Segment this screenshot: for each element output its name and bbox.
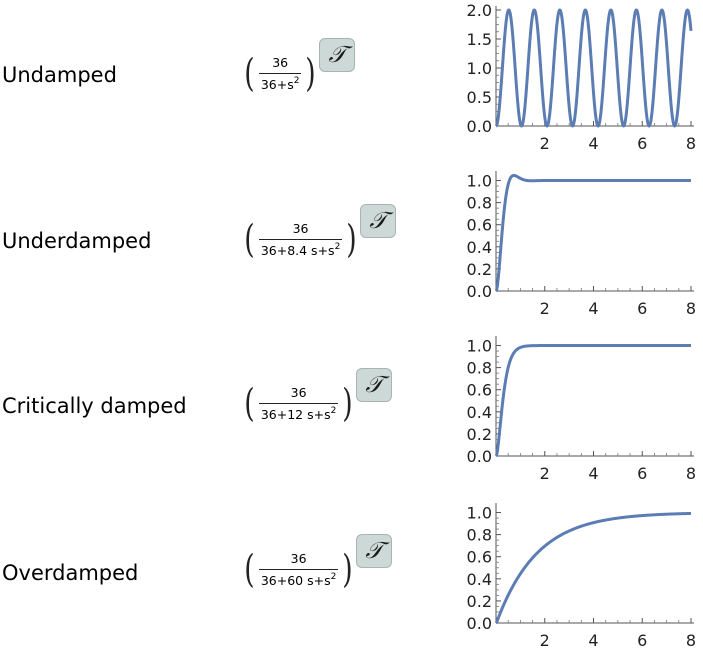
left-paren: ( — [244, 547, 255, 591]
x-tick-label: 8 — [686, 299, 696, 318]
y-tick-label: 0.4 — [467, 238, 492, 257]
y-tick-label: 0.2 — [467, 425, 492, 444]
step-response-line — [494, 511, 693, 625]
laplace-transform-badge[interactable]: 𝒯 — [360, 204, 397, 238]
numerator: 36 — [290, 384, 307, 400]
denominator-exponent: 2 — [293, 75, 300, 86]
x-tick-label: 6 — [637, 299, 647, 318]
denominator-text: 36+s — [260, 76, 294, 92]
left-paren: ( — [244, 51, 255, 95]
step-response-line — [494, 173, 693, 293]
fraction: 36 36+12 s+s2 — [258, 384, 339, 422]
laplace-transform-badge[interactable]: 𝒯 — [319, 38, 356, 72]
transfer-function-underdamped: ( 36 36+8.4 s+s2 ) 𝒯 — [242, 204, 397, 261]
y-tick-label: 0.5 — [467, 88, 492, 107]
denominator-exponent: 2 — [330, 571, 337, 582]
x-tick-label: 6 — [637, 464, 647, 483]
step-response-plot-overdamped: 0.0 0.2 0.4 0.6 0.8 1.0 2 4 6 8 — [467, 503, 696, 650]
row-label-underdamped: Underdamped — [2, 229, 152, 253]
right-paren: ) — [342, 381, 353, 425]
denominator-exponent: 2 — [334, 241, 341, 252]
y-tick-label: 0.0 — [467, 117, 492, 136]
x-tick-label: 4 — [588, 134, 598, 153]
laplace-transform-badge[interactable]: 𝒯 — [356, 534, 393, 568]
numerator: 36 — [292, 220, 309, 236]
y-tick-label: 0.8 — [467, 194, 492, 213]
y-tick-label: 1.0 — [467, 337, 492, 356]
x-tick-label: 2 — [540, 134, 550, 153]
y-tick-label: 0.6 — [467, 216, 492, 235]
denominator-text: 36+60 s+s — [260, 572, 331, 588]
step-response-plot-underdamped: 0.0 0.2 0.4 0.6 0.8 1.0 2 4 6 8 — [467, 171, 696, 318]
y-tick-label: 0.4 — [467, 570, 492, 589]
left-paren: ( — [244, 217, 255, 261]
row-label-overdamped: Overdamped — [2, 561, 139, 585]
y-tick-label: 0.0 — [467, 447, 492, 466]
fraction: 36 36+60 s+s2 — [258, 550, 339, 588]
step-response-plot-critically-damped: 0.0 0.2 0.4 0.6 0.8 1.0 2 4 6 8 — [467, 336, 696, 483]
y-tick-label: 1.0 — [467, 504, 492, 523]
fraction: 36 36+s2 — [258, 54, 302, 92]
step-response-line — [494, 344, 693, 458]
numerator: 36 — [290, 550, 307, 566]
x-tick-label: 2 — [540, 299, 550, 318]
y-tick-label: 0.0 — [467, 282, 492, 301]
denominator-exponent: 2 — [330, 405, 337, 416]
step-response-plot-undamped: 0.0 0.5 1.0 1.5 2.0 2 4 6 8 — [467, 1, 697, 153]
y-tick-label: 0.2 — [467, 260, 492, 279]
denominator: 36+s2 — [258, 72, 302, 92]
y-tick-label: 0.0 — [467, 614, 492, 633]
transfer-function-critically-damped: ( 36 36+12 s+s2 ) 𝒯 — [242, 368, 393, 425]
denominator-text: 36+8.4 s+s — [260, 242, 335, 258]
y-tick-label: 1.0 — [467, 59, 492, 78]
x-tick-label: 2 — [540, 464, 550, 483]
y-tick-label: 0.8 — [467, 359, 492, 378]
y-tick-label: 0.4 — [467, 403, 492, 422]
x-tick-label: 6 — [637, 134, 647, 153]
y-tick-label: 0.2 — [467, 592, 492, 611]
denominator-text: 36+12 s+s — [260, 406, 331, 422]
y-tick-label: 0.8 — [467, 526, 492, 545]
laplace-transform-badge[interactable]: 𝒯 — [356, 368, 393, 402]
denominator: 36+12 s+s2 — [258, 402, 339, 422]
x-tick-label: 2 — [540, 631, 550, 650]
row-label-critically-damped: Critically damped — [2, 394, 187, 418]
denominator: 36+60 s+s2 — [258, 568, 339, 588]
y-tick-label: 0.6 — [467, 548, 492, 567]
x-tick-label: 4 — [588, 299, 598, 318]
y-tick-label: 0.6 — [467, 381, 492, 400]
x-tick-label: 4 — [588, 464, 598, 483]
transfer-function-undamped: ( 36 36+s2 ) 𝒯 — [242, 38, 356, 95]
x-tick-label: 8 — [686, 464, 696, 483]
step-response-line — [494, 8, 693, 128]
right-paren: ) — [305, 51, 317, 95]
y-tick-label: 1.5 — [467, 30, 492, 49]
numerator: 36 — [272, 54, 289, 70]
right-paren: ) — [342, 547, 353, 591]
right-paren: ) — [346, 217, 357, 261]
x-tick-label: 6 — [637, 631, 647, 650]
x-tick-label: 8 — [686, 631, 696, 650]
transfer-function-overdamped: ( 36 36+60 s+s2 ) 𝒯 — [242, 534, 393, 591]
y-tick-label: 1.0 — [467, 172, 492, 191]
fraction: 36 36+8.4 s+s2 — [258, 220, 343, 258]
row-label-undamped: Undamped — [2, 63, 117, 87]
denominator: 36+8.4 s+s2 — [258, 238, 343, 258]
y-tick-label: 2.0 — [467, 1, 492, 20]
x-tick-label: 4 — [588, 631, 598, 650]
left-paren: ( — [244, 381, 255, 425]
x-tick-label: 8 — [686, 134, 696, 153]
